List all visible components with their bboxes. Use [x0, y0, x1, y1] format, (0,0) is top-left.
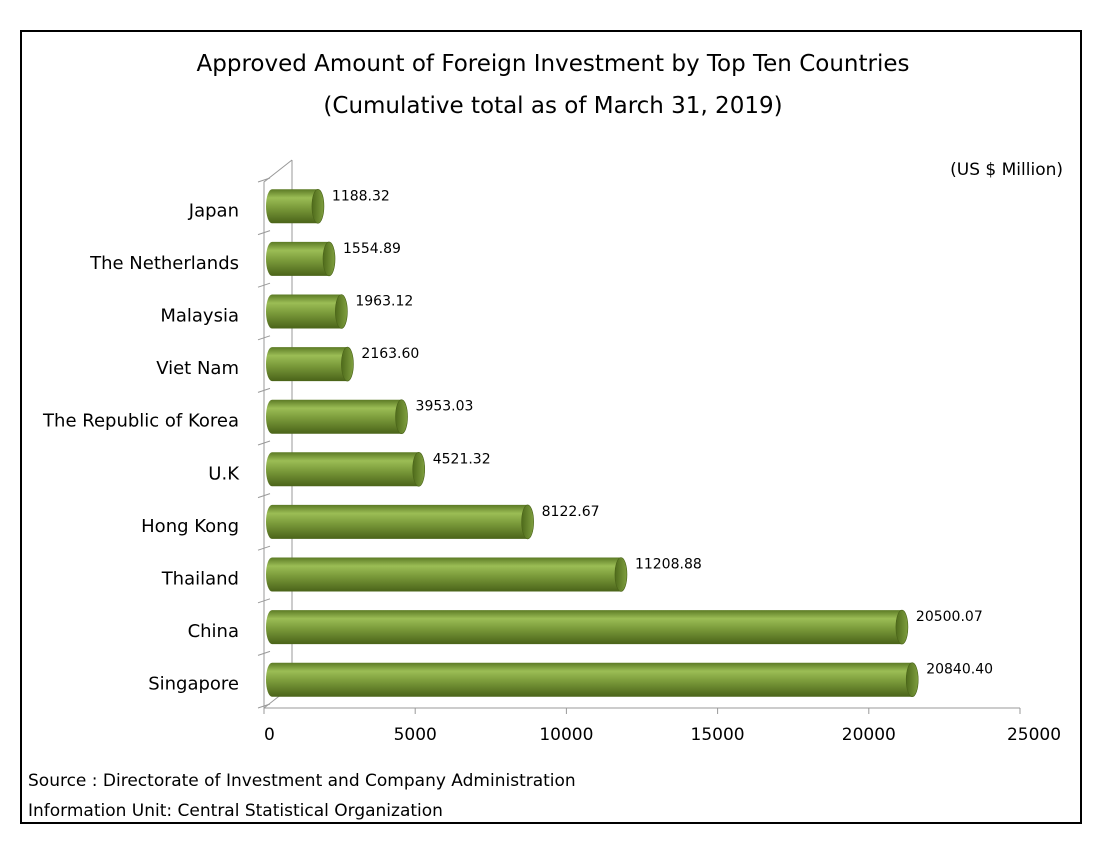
category-tick	[257, 282, 271, 288]
bar-cap	[521, 504, 534, 540]
bar: 20500.07	[266, 609, 983, 645]
data-label: 1963.12	[355, 294, 413, 310]
bar-cap	[614, 557, 628, 592]
data-label: 2163.60	[361, 346, 419, 362]
category-label: Hong Kong	[141, 516, 239, 537]
bar: 11208.88	[266, 557, 702, 592]
data-label: 8122.67	[542, 504, 600, 520]
category-label: Thailand	[161, 569, 239, 590]
category-label: Singapore	[148, 674, 239, 695]
bar: 2163.60	[266, 346, 419, 382]
bar-cap	[895, 609, 909, 645]
unit-label: (US $ Million)	[950, 160, 1063, 180]
data-label: 1188.32	[332, 188, 390, 204]
x-tick-label: 5000	[394, 725, 437, 745]
category-label: U.K	[208, 463, 240, 484]
bar: 1963.12	[266, 294, 413, 329]
category-tick	[257, 440, 271, 446]
bar-body	[266, 557, 627, 592]
data-label: 20500.07	[916, 609, 983, 625]
data-label: 1554.89	[343, 241, 401, 257]
category-label: Japan	[188, 200, 239, 221]
x-tick-label: 25000	[1007, 725, 1061, 745]
bar-cap	[311, 189, 325, 224]
category-tick	[257, 230, 271, 236]
bar-body	[266, 241, 336, 276]
category-tick	[257, 703, 271, 709]
chart-subtitle: (Cumulative total as of March 31, 2019)	[323, 93, 782, 119]
bar: 3953.03	[266, 399, 474, 435]
x-tick-label: 15000	[691, 725, 745, 745]
bar: 1188.32	[266, 188, 390, 224]
bar: 4521.32	[266, 451, 491, 487]
chart-title: Approved Amount of Foreign Investment by…	[197, 51, 910, 77]
bar-body	[266, 452, 425, 487]
bar-cap	[412, 451, 426, 487]
x-tick-label: 10000	[539, 725, 593, 745]
y-axis-line	[263, 159, 293, 710]
bar: 1554.89	[266, 241, 401, 277]
category-tick	[257, 387, 271, 393]
data-label: 3953.03	[416, 399, 474, 415]
x-tick-label: 0	[264, 725, 275, 745]
source-text: Source : Directorate of Investment and C…	[28, 771, 576, 791]
bar: 20840.40	[266, 662, 993, 698]
category-label: Viet Nam	[156, 358, 239, 379]
bar-cap	[322, 241, 336, 277]
category-labels: Japan The Netherlands Malaysia Viet Nam The …	[42, 200, 240, 694]
bar-body	[266, 347, 354, 382]
category-tick	[257, 598, 271, 604]
category-label: Malaysia	[160, 306, 239, 327]
bar: 8122.67	[266, 504, 600, 540]
category-tick	[257, 493, 271, 499]
bar-body	[266, 399, 408, 434]
bar-cap	[905, 662, 919, 698]
category-tick	[257, 650, 271, 656]
bar-body	[266, 294, 348, 329]
category-tick	[257, 335, 271, 341]
category-tick	[257, 545, 271, 551]
bars-group: 1188.32 1554.89 1963.12 2163.60 3953.03 4521.…	[266, 188, 993, 698]
data-label: 20840.40	[926, 662, 993, 678]
bar-body	[266, 662, 919, 697]
bar-body	[266, 189, 324, 224]
category-label: China	[188, 621, 239, 642]
category-label: The Netherlands	[89, 253, 239, 274]
bar-cap	[335, 294, 348, 329]
x-tick-label: 20000	[842, 725, 896, 745]
bar-cap	[341, 346, 354, 382]
info-unit-text: Information Unit: Central Statistical Or…	[28, 801, 443, 821]
bar-cap	[395, 399, 408, 435]
data-label: 4521.32	[433, 451, 491, 467]
data-label: 11208.88	[635, 557, 702, 573]
category-tick	[257, 177, 271, 183]
category-label: The Republic of Korea	[42, 411, 239, 432]
bar-body	[266, 504, 534, 539]
x-tick-labels: 0 5000 10000 15000 20000 25000	[263, 708, 1061, 745]
bar-body	[266, 610, 908, 645]
